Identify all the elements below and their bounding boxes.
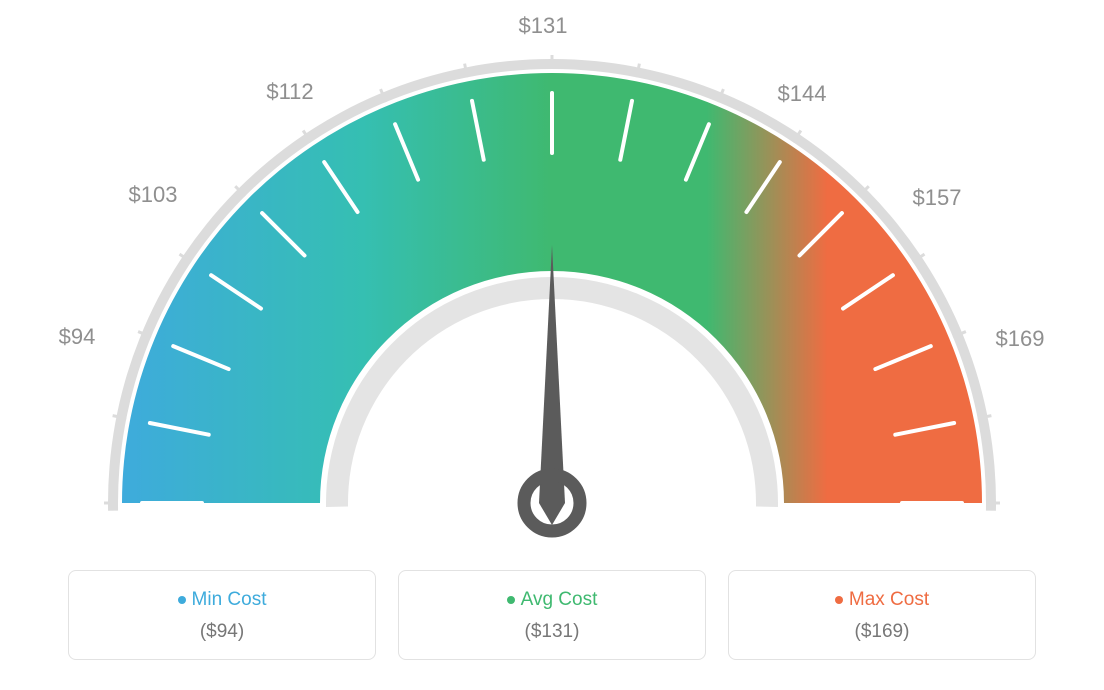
tick-label: $103: [129, 182, 178, 208]
legend-label-max: Max Cost: [739, 589, 1025, 611]
legend-min-value: ($94): [79, 621, 365, 643]
dot-icon: [178, 596, 186, 604]
legend-max-value: ($169): [739, 621, 1025, 643]
legend-label-avg: Avg Cost: [409, 589, 695, 611]
legend-label-min: Min Cost: [79, 589, 365, 611]
legend-card-avg: Avg Cost ($131): [398, 570, 706, 660]
tick-label: $157: [913, 185, 962, 211]
tick-label: $94: [59, 324, 96, 350]
dot-icon: [507, 596, 515, 604]
legend-card-max: Max Cost ($169): [728, 570, 1036, 660]
legend-avg-value: ($131): [409, 621, 695, 643]
legend-card-min: Min Cost ($94): [68, 570, 376, 660]
gauge-svg: [0, 0, 1104, 570]
legend-max-text: Max Cost: [849, 589, 929, 610]
legend-row: Min Cost ($94) Avg Cost ($131) Max Cost …: [0, 570, 1104, 660]
tick-label: $131: [519, 13, 568, 39]
gauge-chart: $94 $103 $112 $131 $144 $157 $169: [0, 0, 1104, 570]
legend-avg-text: Avg Cost: [521, 589, 598, 610]
tick-label: $112: [266, 79, 313, 105]
legend-min-text: Min Cost: [192, 589, 267, 610]
tick-label: $169: [996, 326, 1045, 352]
dot-icon: [835, 596, 843, 604]
tick-label: $144: [778, 81, 827, 107]
